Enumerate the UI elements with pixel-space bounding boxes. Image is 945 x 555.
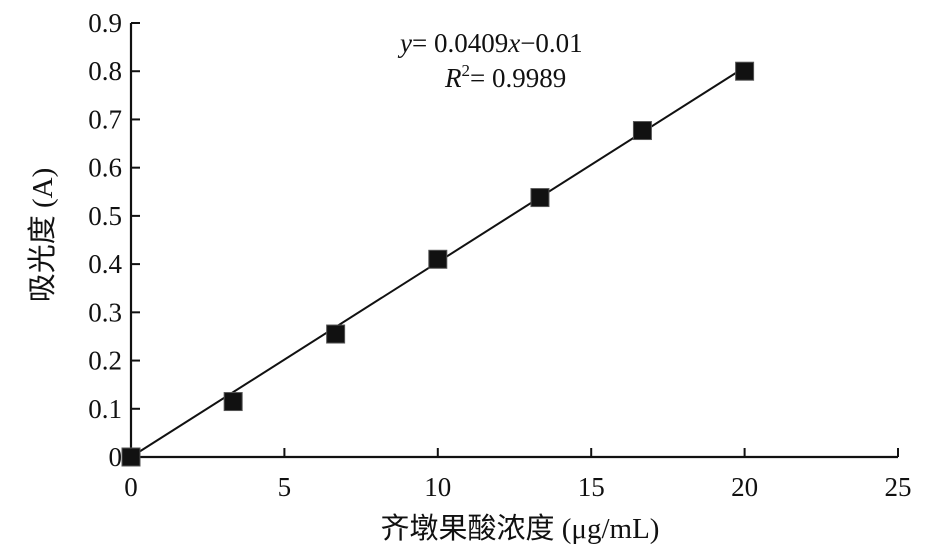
data-point	[326, 324, 346, 344]
data-point	[121, 447, 141, 467]
y-tick-label: 0.1	[88, 394, 122, 424]
r-squared-annotation: R2= 0.9989	[444, 61, 566, 93]
r-squared-value: = 0.9989	[470, 63, 566, 93]
x-tick-label: 0	[124, 472, 138, 502]
tick-labels: 0 0.1 0.2 0.3 0.4 0.5 0.6 0.7 0.8 0.9 0 5 10 15 20 25	[88, 8, 911, 502]
y-tick-label: 0.4	[88, 249, 122, 279]
y-tick-label: 0.6	[88, 153, 122, 183]
y-tick-label: 0.7	[88, 104, 122, 134]
equation-tail: −0.01	[520, 28, 582, 58]
x-tick-label: 5	[278, 472, 292, 502]
x-tick-label: 15	[578, 472, 605, 502]
x-axis-title: 齐墩果酸浓度 (μg/mL)	[381, 512, 660, 545]
data-point	[735, 61, 755, 81]
data-points	[121, 61, 755, 467]
x-tick-label: 20	[731, 472, 758, 502]
equation-annotation: y= 0.0409x−0.01	[397, 28, 583, 58]
data-point	[530, 188, 550, 208]
y-tick-label: 0.8	[88, 56, 122, 86]
x-tick-label: 10	[424, 472, 451, 502]
equation-x-var: x	[507, 28, 520, 58]
y-tick-label: 0.2	[88, 346, 122, 376]
y-tick-label: 0	[109, 442, 123, 472]
data-point	[632, 121, 652, 141]
y-tick-label: 0.3	[88, 297, 122, 327]
r-squared-var: R	[444, 63, 462, 93]
x-tick-label: 25	[885, 472, 912, 502]
data-point	[428, 249, 448, 269]
equation-y-var: y	[397, 28, 412, 58]
data-point	[223, 392, 243, 412]
y-axis-title: 吸光度 (A)	[26, 168, 59, 303]
y-tick-label: 0.5	[88, 201, 122, 231]
y-tick-label: 0.9	[88, 8, 122, 38]
equation-rhs: = 0.0409	[412, 28, 508, 58]
r-squared-superscript: 2	[462, 61, 471, 80]
